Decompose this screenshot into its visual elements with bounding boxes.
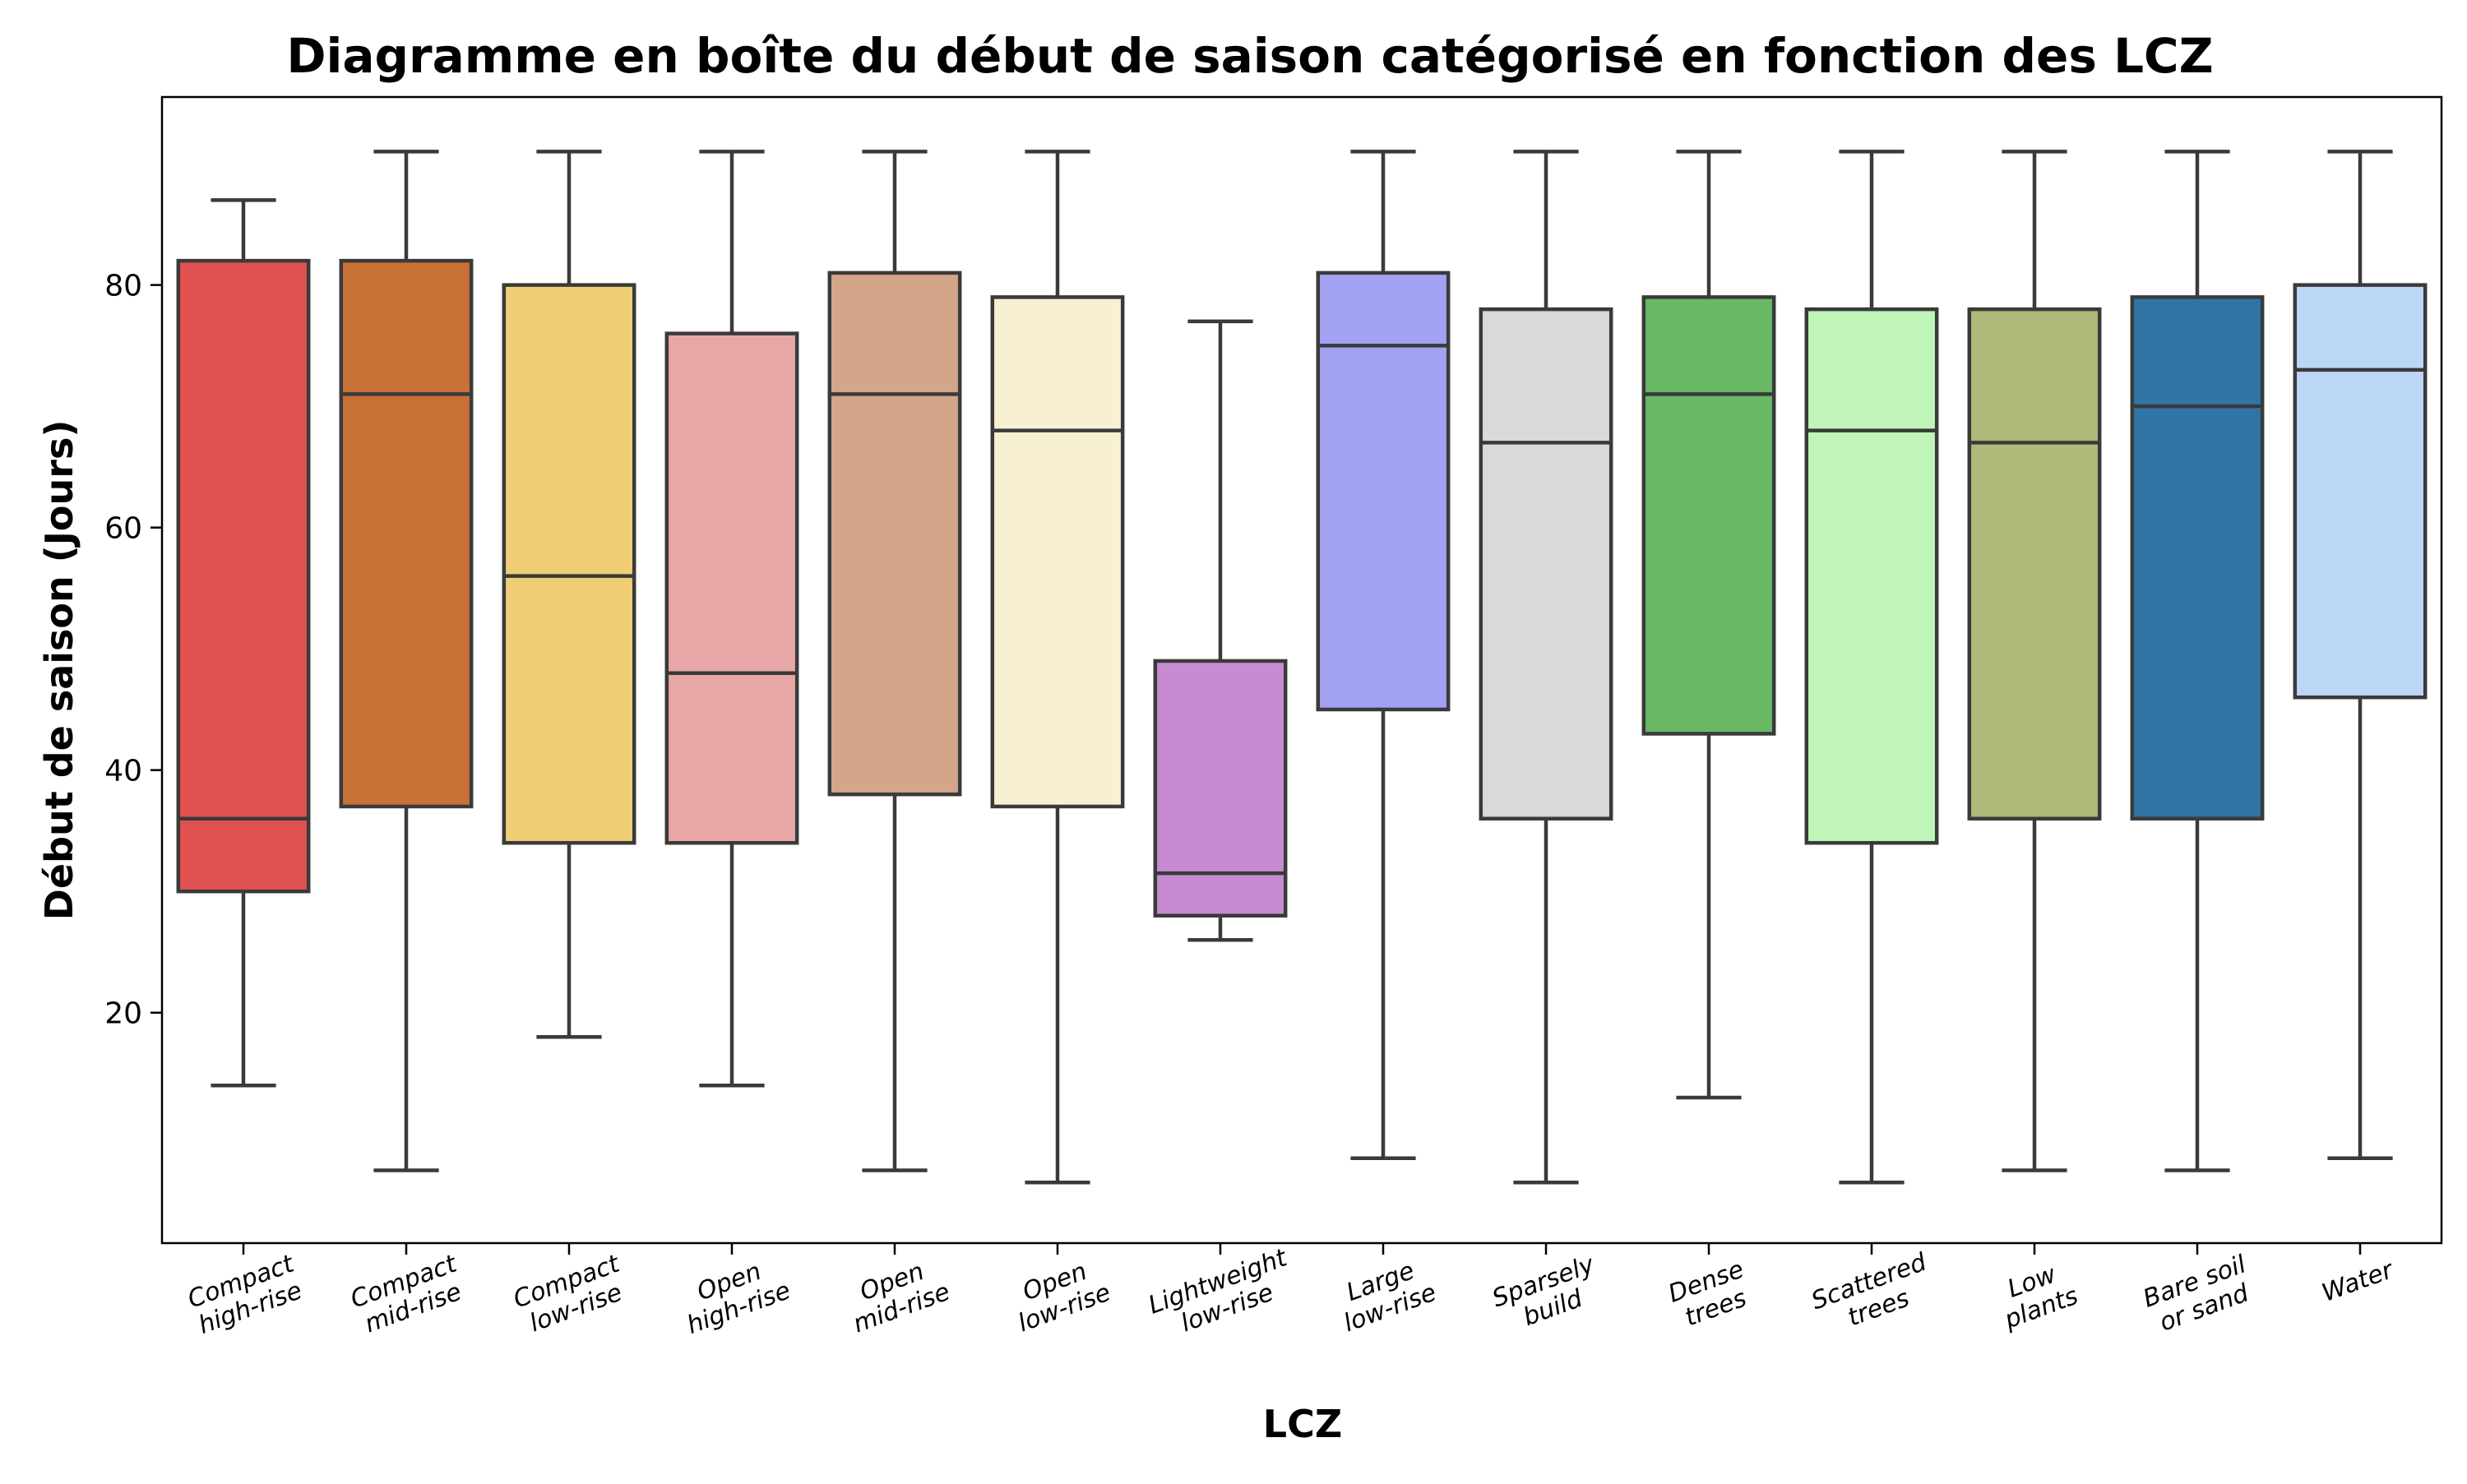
- box-group: Sparselybuild: [1479, 150, 1613, 1339]
- x-tick-label: Bare soilor sand: [2140, 1250, 2260, 1340]
- y-tick-label: 20: [104, 997, 142, 1031]
- y-tick-label: 40: [104, 755, 142, 788]
- box-iqr: [1641, 295, 1776, 736]
- chart-title: Diagramme en boîte du début de saison ca…: [286, 28, 2213, 84]
- box-iqr: [827, 270, 962, 797]
- box-iqr: [1967, 307, 2102, 821]
- y-tick-label: 80: [104, 270, 142, 303]
- box-iqr: [1804, 307, 1939, 845]
- box-iqr: [176, 258, 311, 894]
- y-tick-label: 60: [104, 512, 142, 546]
- box-iqr: [1479, 307, 1613, 821]
- box-group: Water: [2293, 150, 2428, 1308]
- x-tick-label: Sparselybuild: [1488, 1250, 1608, 1339]
- x-axis-label: LCZ: [1263, 1402, 1342, 1446]
- box-iqr: [502, 283, 636, 845]
- box-group: Compactlow-rise: [502, 150, 636, 1338]
- box-iqr: [339, 258, 474, 809]
- plot-frame: [160, 95, 2443, 1245]
- box-group: Lightweightlow-rise: [1145, 319, 1292, 1338]
- box-iqr: [664, 331, 799, 845]
- box-iqr: [1153, 659, 1288, 918]
- box-group: Openlow-rise: [990, 150, 1125, 1338]
- box-iqr: [2130, 295, 2265, 821]
- box-iqr: [990, 295, 1125, 809]
- box-iqr: [2293, 283, 2428, 700]
- y-axis-label: Début de saison (Jours): [37, 420, 81, 921]
- box-iqr: [1316, 270, 1451, 712]
- box-group: Bare soilor sand: [2130, 150, 2265, 1340]
